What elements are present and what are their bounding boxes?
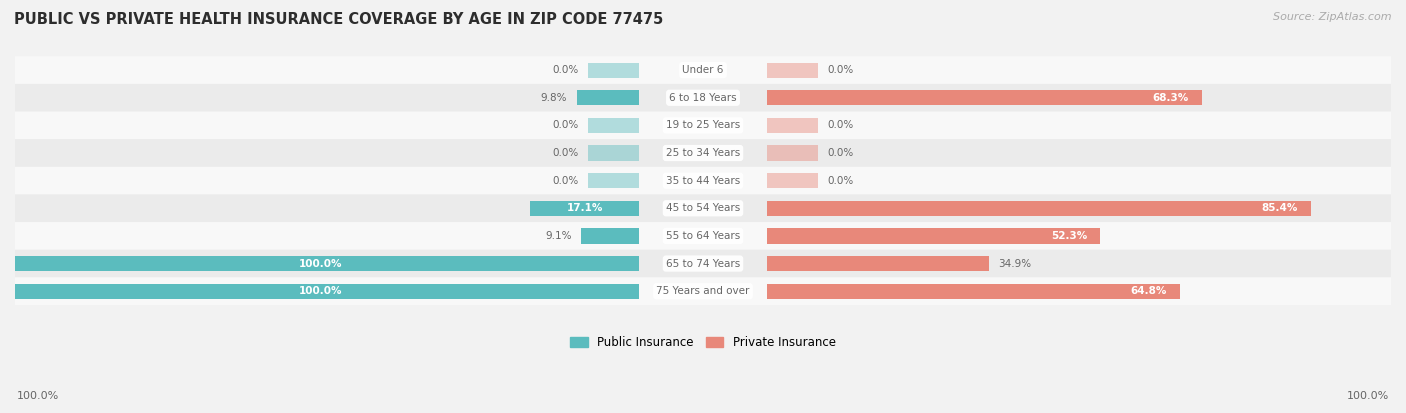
Bar [766,228,1099,244]
FancyBboxPatch shape [15,222,1391,250]
FancyBboxPatch shape [15,167,1391,195]
Bar [766,145,818,161]
Bar [766,173,818,188]
Text: 68.3%: 68.3% [1153,93,1189,103]
Text: 85.4%: 85.4% [1261,203,1298,213]
Text: 0.0%: 0.0% [553,148,579,158]
Text: 65 to 74 Years: 65 to 74 Years [666,259,740,268]
FancyBboxPatch shape [15,112,1391,139]
Bar [588,118,640,133]
Bar [3,256,640,271]
Text: 0.0%: 0.0% [553,121,579,131]
Text: 19 to 25 Years: 19 to 25 Years [666,121,740,131]
Text: 64.8%: 64.8% [1130,286,1167,296]
Bar [581,228,640,244]
Text: 75 Years and over: 75 Years and over [657,286,749,296]
Bar [3,284,640,299]
Text: 25 to 34 Years: 25 to 34 Years [666,148,740,158]
Bar [766,62,818,78]
Text: Source: ZipAtlas.com: Source: ZipAtlas.com [1274,12,1392,22]
Bar [588,62,640,78]
Bar [766,256,988,271]
Text: 100.0%: 100.0% [1347,391,1389,401]
Text: 45 to 54 Years: 45 to 54 Years [666,203,740,213]
Text: 0.0%: 0.0% [827,121,853,131]
FancyBboxPatch shape [15,139,1391,167]
Text: 100.0%: 100.0% [17,391,59,401]
FancyBboxPatch shape [15,250,1391,278]
Text: 0.0%: 0.0% [553,65,579,75]
FancyBboxPatch shape [15,195,1391,222]
Text: 0.0%: 0.0% [827,65,853,75]
FancyBboxPatch shape [15,84,1391,112]
Text: 6 to 18 Years: 6 to 18 Years [669,93,737,103]
Text: 0.0%: 0.0% [553,176,579,186]
Text: 100.0%: 100.0% [299,259,343,268]
Text: 0.0%: 0.0% [827,176,853,186]
Bar [766,90,1202,105]
Bar [530,201,640,216]
Text: 55 to 64 Years: 55 to 64 Years [666,231,740,241]
Bar [766,118,818,133]
Bar [766,201,1310,216]
Text: 34.9%: 34.9% [998,259,1032,268]
FancyBboxPatch shape [15,56,1391,84]
Legend: Public Insurance, Private Insurance: Public Insurance, Private Insurance [565,331,841,354]
Text: 100.0%: 100.0% [299,286,343,296]
Bar [576,90,640,105]
Text: PUBLIC VS PRIVATE HEALTH INSURANCE COVERAGE BY AGE IN ZIP CODE 77475: PUBLIC VS PRIVATE HEALTH INSURANCE COVER… [14,12,664,27]
Bar [766,284,1180,299]
Text: 35 to 44 Years: 35 to 44 Years [666,176,740,186]
Bar [588,173,640,188]
Text: Under 6: Under 6 [682,65,724,75]
Bar [588,145,640,161]
Text: 17.1%: 17.1% [567,203,603,213]
FancyBboxPatch shape [15,278,1391,305]
Text: 52.3%: 52.3% [1050,231,1087,241]
Text: 9.8%: 9.8% [541,93,567,103]
Text: 0.0%: 0.0% [827,148,853,158]
Text: 9.1%: 9.1% [546,231,572,241]
